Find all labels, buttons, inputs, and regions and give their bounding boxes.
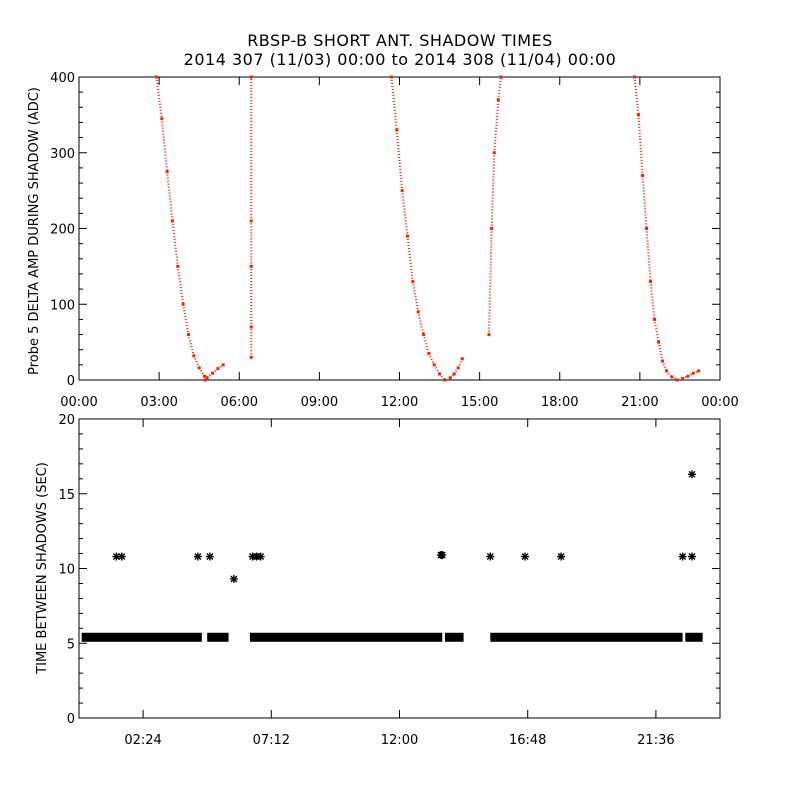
chart-subtitle: 2014 307 (11/03) 00:00 to 2014 308 (11/0… xyxy=(183,50,617,69)
bottom-x-tick-label: 16:48 xyxy=(509,733,546,748)
bottom-data-point xyxy=(687,552,696,561)
top-data-point xyxy=(249,75,253,79)
top-data-trace xyxy=(166,171,174,222)
bottom-y-tick-label: 10 xyxy=(58,563,75,578)
bottom-y-tick-label: 5 xyxy=(67,637,75,652)
top-data-trace xyxy=(422,334,430,354)
top-data-trace xyxy=(417,311,425,335)
top-data-trace xyxy=(217,364,224,370)
bottom-baseline-band xyxy=(444,632,464,642)
top-data-trace xyxy=(453,367,460,375)
top-data-trace xyxy=(687,372,694,378)
top-x-tick-label: 03:00 xyxy=(140,395,177,410)
top-data-trace xyxy=(637,114,644,176)
bottom-y-axis-label: TIME BETWEEN SHADOWS (SEC) xyxy=(35,462,50,675)
top-x-tick-label: 12:00 xyxy=(381,395,418,410)
top-data-trace xyxy=(493,99,500,153)
chart-title: RBSP-B SHORT ANT. SHADOW TIMES xyxy=(247,31,553,50)
top-x-tick-label: 00:00 xyxy=(701,395,738,410)
bottom-data-point xyxy=(486,552,495,561)
top-y-tick-label: 400 xyxy=(50,71,75,86)
top-data-trace xyxy=(187,334,195,357)
top-data-trace xyxy=(682,375,689,380)
top-data-trace xyxy=(427,353,436,366)
top-x-tick-label: 21:00 xyxy=(621,395,658,410)
top-x-tick-label: 00:00 xyxy=(60,395,97,410)
top-x-tick-label: 06:00 xyxy=(221,395,258,410)
top-data-trace xyxy=(176,266,185,305)
bottom-data-point xyxy=(557,552,566,561)
bottom-baseline-band xyxy=(685,632,703,642)
top-data-trace xyxy=(633,76,640,115)
top-data-trace xyxy=(411,281,420,312)
top-y-tick-label: 300 xyxy=(50,147,75,162)
top-x-tick-label: 18:00 xyxy=(541,395,578,410)
bottom-plot-frame xyxy=(78,418,721,719)
top-data-trace xyxy=(211,367,219,374)
bottom-x-tick-label: 02:24 xyxy=(124,733,161,748)
top-data-trace xyxy=(171,220,179,267)
top-x-tick-label: 15:00 xyxy=(461,395,498,410)
bottom-data-point xyxy=(687,470,696,479)
top-data-point xyxy=(443,378,447,382)
bottom-data-point xyxy=(521,552,530,561)
top-data-trace xyxy=(657,341,664,362)
top-data-trace xyxy=(206,372,214,379)
bottom-y-tick-label: 0 xyxy=(67,712,75,727)
top-data-marks xyxy=(154,75,701,382)
top-data-trace xyxy=(449,373,455,379)
top-data-trace xyxy=(182,304,190,335)
top-x-tick-label: 09:00 xyxy=(301,395,338,410)
bottom-data-point xyxy=(193,552,202,561)
bottom-baseline-band xyxy=(207,632,229,642)
top-data-trace xyxy=(641,175,648,229)
top-data-trace xyxy=(438,373,446,381)
top-data-trace xyxy=(406,235,414,282)
bottom-data-marks xyxy=(81,470,703,642)
top-y-tick-label: 200 xyxy=(50,223,75,238)
bottom-baseline-band xyxy=(249,632,443,642)
bottom-data-point xyxy=(205,552,214,561)
bottom-baseline-band xyxy=(490,632,683,642)
bottom-x-tick-label: 21:36 xyxy=(637,733,674,748)
bottom-panel: 02:24 07:12 12:00 16:48 21:36 0 5 10 15 20 TIME B… xyxy=(35,413,721,748)
top-data-trace xyxy=(401,190,409,237)
bottom-x-tick-label: 12:00 xyxy=(381,733,418,748)
top-data-point xyxy=(499,75,503,79)
top-y-tick-label: 0 xyxy=(67,374,75,389)
bottom-baseline-band xyxy=(81,632,202,642)
bottom-x-tick-label: 07:12 xyxy=(253,733,290,748)
top-axis-ticks: 00:00 03:00 06:00 09:00 12:00 15:00 18:00 21:00… xyxy=(50,71,739,410)
top-data-point xyxy=(697,369,701,373)
top-data-trace xyxy=(203,376,207,381)
top-data-trace xyxy=(390,76,398,131)
top-data-trace xyxy=(649,281,656,320)
top-data-trace xyxy=(487,228,493,335)
bottom-data-point xyxy=(438,551,447,560)
top-data-trace xyxy=(653,319,660,343)
bottom-data-point xyxy=(229,574,238,583)
bottom-y-tick-label: 15 xyxy=(58,488,75,503)
top-data-trace xyxy=(155,76,163,119)
bottom-y-tick-label: 20 xyxy=(58,413,75,428)
top-data-trace xyxy=(665,370,673,378)
top-data-trace xyxy=(490,152,496,229)
top-plot-frame xyxy=(78,76,721,381)
top-y-tick-label: 100 xyxy=(50,298,75,313)
top-data-trace xyxy=(497,76,502,100)
top-data-trace xyxy=(192,355,201,369)
top-y-axis-label: Probe 5 DELTA AMP DURING SHADOW (ADC) xyxy=(27,87,42,375)
top-data-trace xyxy=(671,376,678,381)
top-data-trace xyxy=(645,228,652,282)
top-data-trace xyxy=(395,129,404,191)
top-data-trace xyxy=(160,118,169,172)
bottom-axis-ticks: 02:24 07:12 12:00 16:48 21:36 0 5 10 15 20 xyxy=(58,413,720,748)
bottom-data-point xyxy=(256,552,265,561)
bottom-data-point xyxy=(678,552,687,561)
top-data-trace xyxy=(692,369,700,375)
bottom-data-point xyxy=(117,552,126,561)
top-panel: 00:00 03:00 06:00 09:00 12:00 15:00 18:00 21:00… xyxy=(27,71,739,410)
